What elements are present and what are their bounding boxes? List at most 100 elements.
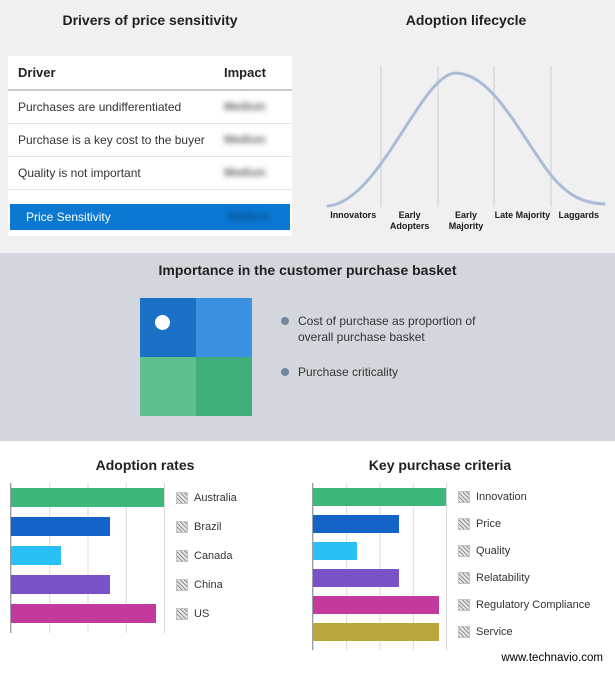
table-row: Purchase is a key cost to the buyer Mediu… [8,124,292,157]
basket-legend-item: Purchase criticality [281,365,481,381]
website-url: www.technavio.com [501,652,603,664]
legend-swatch-icon [176,549,188,562]
adoption-rates-title: Adoption rates [95,457,195,473]
adoption-rates-chart: Australia Brazil Canada China US [10,483,237,633]
impact-column-header: Impact [224,65,266,80]
basket-legend-item: Cost of purchase as proportion of overal… [281,314,481,345]
quadrant-bottom-right [196,357,252,416]
bar-row [313,618,446,645]
legend-swatch-icon [176,520,188,533]
driver-cell: Quality is not important [18,166,141,180]
legend-swatch-icon [176,491,188,504]
highlight-impact-cell: Medium [228,211,270,223]
bar-legend: Innovation Price Quality Relatability Regula… [458,483,591,650]
stage-label: Early Adopters [389,210,430,231]
bar-row [11,512,164,541]
quadrant-dot [155,315,170,330]
adoption-lifecycle-chart: Innovators Early Adopters Early Majority La… [325,60,607,236]
legend-label: Service [476,625,513,638]
legend-label: Innovation [476,490,527,503]
impact-cell: Medium [224,134,266,146]
basket-legend: Cost of purchase as proportion of overal… [281,314,481,381]
purchase-basket-quadrant [140,298,252,416]
bar-row [11,541,164,570]
drivers-table-body: Purchases are undifferentiated Medium Purc… [8,91,292,190]
bar [11,604,157,623]
legend-item: Innovation [458,483,590,510]
legend-swatch-icon [176,607,188,620]
bar-row [11,570,164,599]
drivers-table: Driver Impact Purchases are undifferenti… [8,56,292,236]
bar-row [11,599,164,628]
bar [11,546,62,565]
legend-swatch-icon [458,490,470,503]
key-purchase-criteria-chart: Innovation Price Quality Relatability Regula… [312,483,590,650]
legend-swatch-icon [458,625,470,638]
legend-item: Regulatory Compliance [458,591,591,618]
driver-cell: Purchases are undifferentiated [18,100,182,114]
highlight-driver-cell: Price Sensitivity [26,210,111,224]
legend-swatch-icon [458,571,470,584]
bar [313,541,357,560]
bar [313,622,440,641]
legend-item: Relatability [458,564,590,591]
legend-label: Australia [194,491,237,504]
bar [313,568,400,587]
legend-item: Brazil [176,512,237,541]
legend-label: Regulatory Compliance [476,598,591,611]
bar-row [313,591,446,618]
legend-label: Brazil [194,520,222,533]
lifecycle-curve-svg [326,66,606,208]
legend-item: Quality [458,537,590,564]
bar-row [313,483,446,510]
basket-band-background [0,253,615,441]
legend-item: US [176,599,237,628]
legend-swatch-icon [458,598,470,611]
bar-plot [10,483,165,633]
bar [11,488,164,507]
bar [11,517,111,536]
quadrant-top-left [140,298,196,357]
legend-item: Service [458,618,590,645]
basket-title: Importance in the customer purchase bask… [158,262,457,278]
legend-bullet-icon [281,368,289,377]
impact-cell: Medium [224,167,266,179]
legend-label: Canada [194,549,233,562]
bar-row [313,537,446,564]
legend-item: Price [458,510,590,537]
bar-row [11,483,164,512]
impact-cell: Medium [224,101,266,113]
legend-item: Australia [176,483,237,512]
legend-label: China [194,578,223,591]
legend-bullet-icon [281,317,289,325]
lifecycle-stage-labels: Innovators Early Adopters Early Majority La… [325,210,607,232]
driver-column-header: Driver [18,65,56,80]
legend-label: Quality [476,544,511,557]
table-row: Purchases are undifferentiated Medium [8,91,292,124]
key-purchase-criteria-title: Key purchase criteria [368,457,512,473]
drivers-table-header: Driver Impact [8,56,292,91]
legend-item: China [176,570,237,599]
quadrant-top-right [196,298,252,357]
bar [11,575,111,594]
bar [313,487,446,506]
bar [313,595,440,614]
legend-label: Price [476,517,502,530]
stage-label: Late Majority [494,210,551,220]
driver-cell: Purchase is a key cost to the buyer [18,133,205,147]
lifecycle-curve [326,71,606,208]
stage-label: Innovators [330,210,377,220]
legend-swatch-icon [458,517,470,530]
legend-label: Relatability [476,571,530,584]
bar [313,514,400,533]
drivers-title: Drivers of price sensitivity [62,12,238,28]
basket-legend-label: Purchase criticality [298,365,399,380]
bar-legend: Australia Brazil Canada China US [176,483,237,633]
table-row: Quality is not important Medium [8,157,292,190]
legend-item: Canada [176,541,237,570]
bar-row [313,564,446,591]
bar-plot [312,483,447,650]
bar-row [313,510,446,537]
stage-label: Early Majority [448,210,484,231]
